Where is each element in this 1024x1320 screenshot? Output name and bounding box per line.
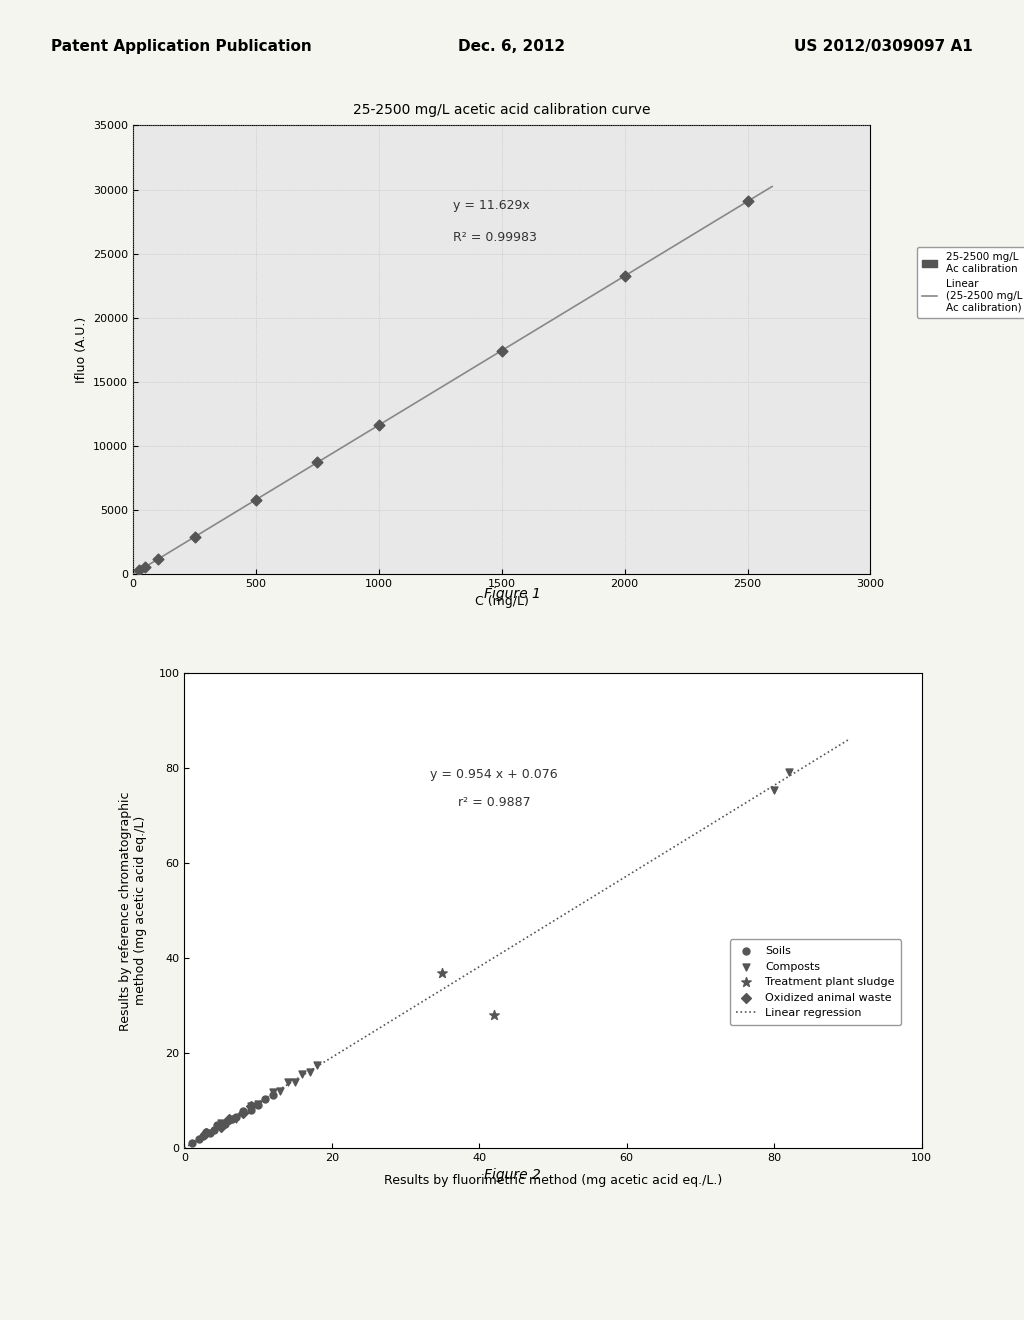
Soils: [209, 1115, 225, 1137]
Text: y = 11.629x: y = 11.629x: [453, 199, 529, 211]
Composts: [227, 1107, 244, 1129]
Soils: [236, 1101, 252, 1122]
Soils: [213, 1114, 229, 1135]
Treatment plant sludge: [434, 962, 451, 983]
Soils: [224, 1109, 241, 1130]
Oxidized animal waste: [236, 1102, 252, 1123]
Composts: [309, 1053, 326, 1074]
Soils: [217, 1113, 233, 1134]
Text: r² = 0.9887: r² = 0.9887: [458, 796, 530, 809]
Oxidized animal waste: [220, 1109, 237, 1130]
Y-axis label: Ifluo (A.U.): Ifluo (A.U.): [75, 317, 88, 383]
Text: R² = 0.99983: R² = 0.99983: [453, 231, 537, 244]
Oxidized animal waste: [213, 1117, 229, 1138]
25-2500 mg/L
Ac calibration: [494, 341, 510, 362]
Composts: [766, 780, 782, 801]
X-axis label: Results by fluorimetric method (mg acetic acid eq./L.): Results by fluorimetric method (mg aceti…: [384, 1175, 722, 1188]
Soils: [190, 1129, 207, 1150]
Soils: [183, 1133, 200, 1154]
Y-axis label: Results by reference chromatographic
method (mg acetic acid eq./L): Results by reference chromatographic met…: [120, 791, 147, 1031]
Text: US 2012/0309097 A1: US 2012/0309097 A1: [794, 38, 973, 54]
Soils: [250, 1094, 266, 1115]
25-2500 mg/L
Ac calibration: [186, 527, 203, 548]
Oxidized animal waste: [243, 1096, 259, 1117]
25-2500 mg/L
Ac calibration: [309, 451, 326, 473]
Soils: [206, 1119, 222, 1140]
25-2500 mg/L
Ac calibration: [616, 265, 633, 286]
25-2500 mg/L
Ac calibration: [150, 549, 166, 570]
Composts: [213, 1113, 229, 1134]
Soils: [257, 1089, 273, 1110]
Composts: [294, 1064, 310, 1085]
X-axis label: C (mg/L): C (mg/L): [475, 594, 528, 607]
Soils: [220, 1110, 237, 1131]
25-2500 mg/L
Ac calibration: [248, 490, 264, 511]
Composts: [243, 1096, 259, 1117]
25-2500 mg/L
Ac calibration: [371, 414, 387, 436]
Composts: [250, 1093, 266, 1114]
25-2500 mg/L
Ac calibration: [137, 556, 154, 577]
25-2500 mg/L
Ac calibration: [739, 191, 756, 213]
Text: y = 0.954 x + 0.076: y = 0.954 x + 0.076: [430, 768, 558, 780]
Soils: [243, 1100, 259, 1121]
Text: Figure 2: Figure 2: [483, 1168, 541, 1181]
25-2500 mg/L
Ac calibration: [131, 560, 147, 581]
Legend: Soils, Composts, Treatment plant sludge, Oxidized animal waste, Linear regressio: Soils, Composts, Treatment plant sludge,…: [729, 940, 901, 1024]
Title: 25-2500 mg/L acetic acid calibration curve: 25-2500 mg/L acetic acid calibration cur…: [353, 103, 650, 117]
Treatment plant sludge: [485, 1005, 502, 1026]
Soils: [202, 1122, 218, 1143]
Text: Dec. 6, 2012: Dec. 6, 2012: [459, 38, 565, 54]
Composts: [280, 1072, 296, 1093]
Composts: [272, 1080, 289, 1101]
Composts: [780, 762, 797, 783]
Soils: [199, 1122, 215, 1143]
Composts: [264, 1081, 281, 1102]
Soils: [264, 1085, 281, 1106]
Composts: [301, 1061, 317, 1082]
Soils: [195, 1125, 211, 1146]
Text: Patent Application Publication: Patent Application Publication: [51, 38, 312, 54]
Oxidized animal waste: [199, 1123, 215, 1144]
Text: Figure 1: Figure 1: [483, 587, 541, 601]
Legend: 25-2500 mg/L
Ac calibration, Linear
(25-2500 mg/L
Ac calibration): 25-2500 mg/L Ac calibration, Linear (25-…: [916, 247, 1024, 318]
Soils: [227, 1106, 244, 1127]
Composts: [287, 1072, 303, 1093]
